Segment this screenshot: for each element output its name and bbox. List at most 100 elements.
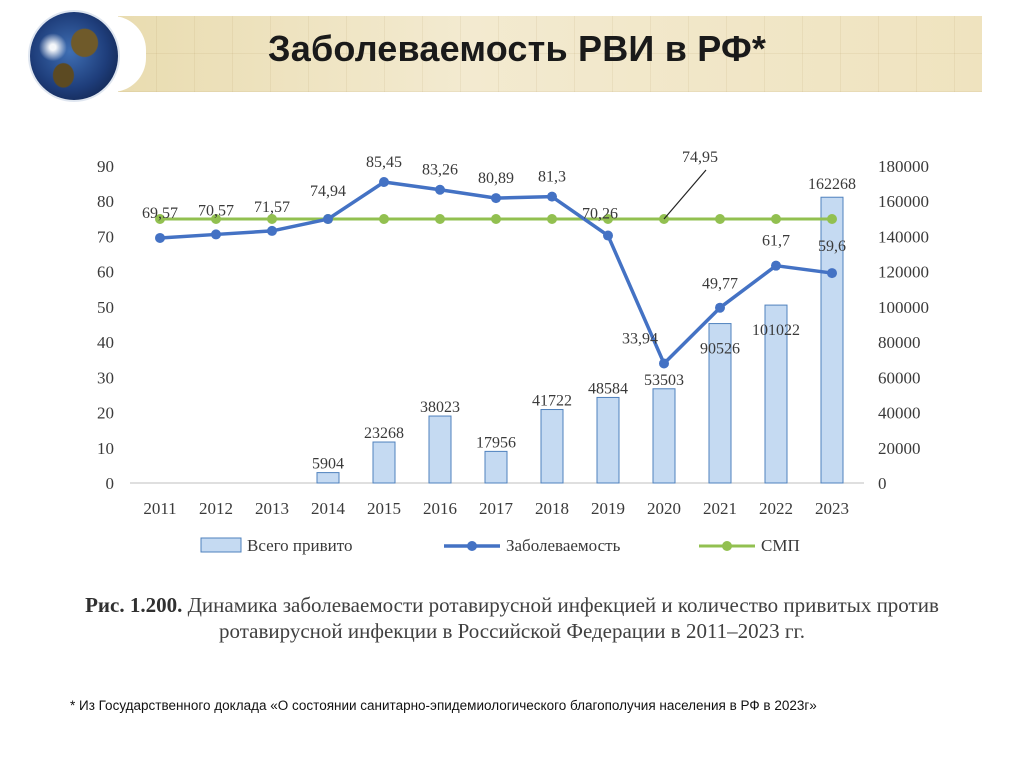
bar-data-label: 162268 bbox=[808, 176, 856, 193]
left-tick-label: 70 bbox=[97, 227, 114, 246]
smp-marker bbox=[155, 214, 165, 225]
incidence-marker bbox=[771, 260, 781, 271]
bar-data-label: 90526 bbox=[700, 341, 740, 358]
incidence-series bbox=[155, 177, 837, 369]
left-tick-label: 20 bbox=[97, 404, 114, 423]
chart: 0 10 20 30 40 50 60 70 80 90 0 20000 40000 60000 8000… bbox=[80, 140, 970, 570]
smp-callout-line bbox=[663, 169, 707, 220]
bar bbox=[708, 323, 732, 484]
figure-caption: Рис. 1.200. Динамика заболеваемости рота… bbox=[60, 592, 964, 644]
x-tick-label: 2016 bbox=[423, 499, 457, 518]
bar bbox=[540, 409, 564, 484]
smp-marker bbox=[603, 214, 613, 225]
bar bbox=[764, 304, 788, 484]
incidence-data-label: 81,3 bbox=[538, 169, 566, 186]
bar-data-label: 101022 bbox=[752, 322, 800, 339]
left-tick-label: 90 bbox=[97, 157, 114, 176]
page-title: Заболеваемость РВИ в РФ* bbox=[268, 28, 767, 69]
smp-marker bbox=[827, 214, 837, 225]
left-tick-label: 30 bbox=[97, 368, 114, 387]
smp-marker bbox=[435, 214, 445, 225]
legend-label: СМП bbox=[761, 536, 800, 555]
left-tick-label: 60 bbox=[97, 263, 114, 282]
right-tick-label: 60000 bbox=[878, 368, 921, 387]
incidence-data-label: 80,89 bbox=[478, 170, 514, 187]
incidence-data-label: 85,45 bbox=[366, 154, 402, 171]
right-tick-label: 160000 bbox=[878, 192, 929, 211]
bar-series bbox=[316, 196, 844, 484]
incidence-marker bbox=[379, 177, 389, 188]
incidence-marker bbox=[323, 214, 333, 225]
incidence-data-label: 61,7 bbox=[762, 233, 790, 250]
globe-icon bbox=[30, 12, 118, 100]
smp-marker bbox=[491, 214, 501, 225]
right-tick-label: 120000 bbox=[878, 263, 929, 282]
bar bbox=[820, 196, 844, 484]
legend: Всего привито Заболеваемость СМП bbox=[200, 536, 800, 555]
incidence-data-label: 83,26 bbox=[422, 162, 458, 179]
incidence-marker bbox=[659, 358, 669, 369]
incidence-data-label: 71,57 bbox=[254, 199, 290, 216]
right-tick-label: 80000 bbox=[878, 333, 921, 352]
caption-text: Динамика заболеваемости ротавирусной инф… bbox=[187, 593, 939, 643]
x-tick-label: 2011 bbox=[143, 499, 176, 518]
bar-data-label: 23268 bbox=[364, 425, 404, 442]
legend-label: Всего привито bbox=[247, 536, 352, 555]
bar bbox=[428, 415, 452, 484]
x-tick-label: 2014 bbox=[311, 499, 346, 518]
right-tick-label: 100000 bbox=[878, 298, 929, 317]
x-tick-label: 2020 bbox=[647, 499, 681, 518]
smp-marker bbox=[715, 214, 725, 225]
smp-marker bbox=[211, 214, 221, 225]
bar-data-label: 48584 bbox=[588, 380, 628, 397]
x-tick-label: 2017 bbox=[479, 499, 514, 518]
smp-marker bbox=[771, 214, 781, 225]
bar bbox=[316, 472, 340, 484]
incidence-data-label: 70,26 bbox=[582, 206, 618, 223]
bar-data-label: 53503 bbox=[644, 372, 684, 389]
bar bbox=[372, 441, 396, 484]
legend-smp-marker bbox=[722, 541, 732, 551]
bar-data-label: 5904 bbox=[312, 456, 344, 473]
incidence-marker bbox=[435, 184, 445, 195]
x-tick-label: 2022 bbox=[759, 499, 793, 518]
left-tick-label: 10 bbox=[97, 439, 114, 458]
footnote: * Из Государственного доклада «О состоян… bbox=[70, 698, 817, 713]
smp-marker bbox=[547, 214, 557, 225]
legend-incidence-marker bbox=[467, 541, 477, 551]
x-tick-label: 2021 bbox=[703, 499, 737, 518]
title-banner bbox=[118, 16, 982, 92]
right-tick-label: 40000 bbox=[878, 404, 921, 423]
incidence-data-label: 69,57 bbox=[142, 205, 178, 222]
right-tick-label: 0 bbox=[878, 474, 887, 493]
right-tick-label: 180000 bbox=[878, 157, 929, 176]
incidence-marker bbox=[491, 193, 501, 204]
x-tick-label: 2018 bbox=[535, 499, 569, 518]
left-tick-label: 40 bbox=[97, 333, 114, 352]
left-tick-label: 0 bbox=[106, 474, 115, 493]
right-tick-label: 20000 bbox=[878, 439, 921, 458]
incidence-data-label: 74,94 bbox=[310, 183, 346, 200]
left-tick-label: 80 bbox=[97, 192, 114, 211]
smp-series: 74,95 bbox=[155, 149, 837, 225]
incidence-data-label: 70,57 bbox=[198, 202, 234, 219]
smp-data-label: 74,95 bbox=[682, 149, 718, 166]
bar bbox=[652, 388, 676, 484]
x-tick-label: 2012 bbox=[199, 499, 233, 518]
incidence-data-label: 59,6 bbox=[818, 238, 846, 255]
bar-data-label: 41722 bbox=[532, 393, 572, 410]
right-axis: 0 20000 40000 60000 80000 100000 120000 140000 1… bbox=[130, 157, 929, 493]
legend-bar-swatch bbox=[200, 537, 242, 553]
chart-svg: 0 10 20 30 40 50 60 70 80 90 0 20000 40000 60000 8000… bbox=[97, 149, 929, 555]
x-axis: 2011 2012 2013 2014 2015 2016 2017 2018 2019 2020… bbox=[143, 499, 849, 518]
legend-label: Заболеваемость bbox=[506, 536, 621, 555]
smp-marker bbox=[379, 214, 389, 225]
x-tick-label: 2015 bbox=[367, 499, 401, 518]
x-tick-label: 2013 bbox=[255, 499, 289, 518]
bar-labels: 5904 23268 38023 17956 41722 48584 53503 90526 1… bbox=[312, 176, 856, 472]
bar bbox=[596, 396, 620, 484]
incidence-marker bbox=[155, 232, 165, 243]
incidence-marker bbox=[547, 191, 557, 202]
incidence-marker bbox=[827, 268, 837, 279]
x-tick-label: 2023 bbox=[815, 499, 849, 518]
